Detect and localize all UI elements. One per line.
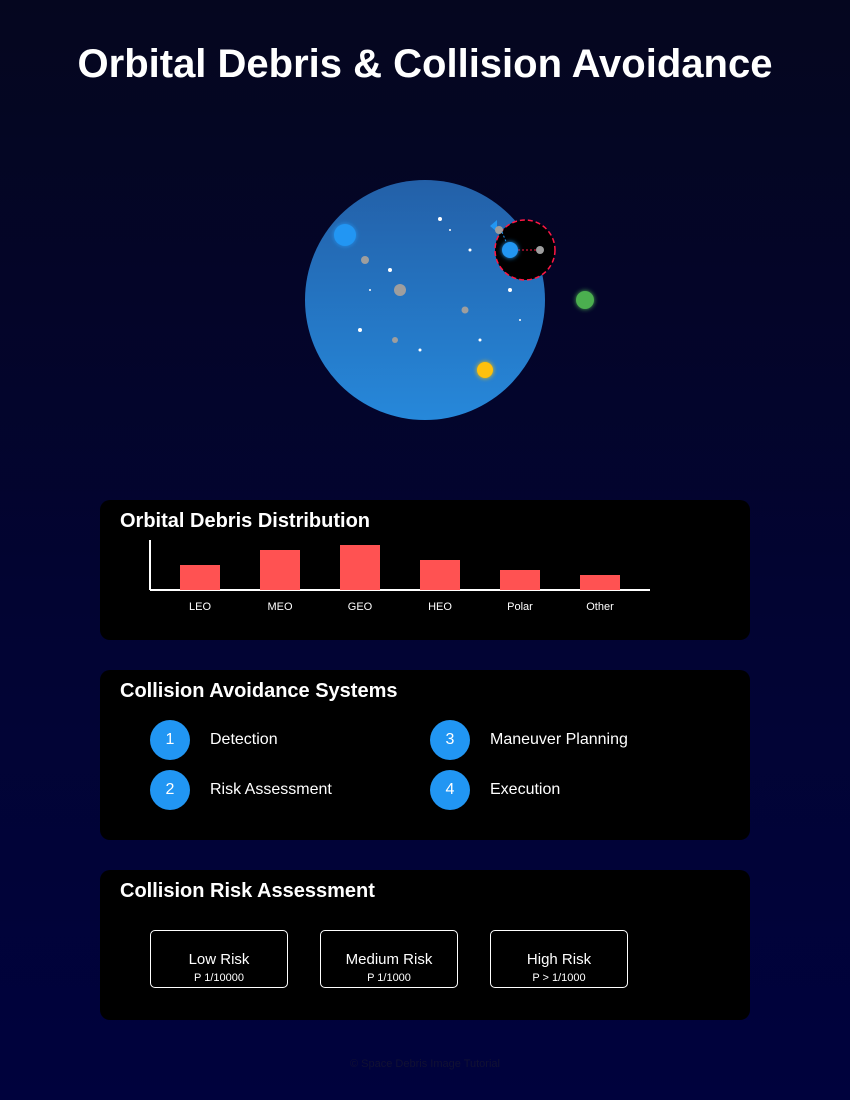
satellite-green <box>576 291 594 309</box>
footer-credit: © Space Debris Image Tutorial <box>350 1058 500 1070</box>
debris-piece <box>449 229 451 231</box>
panel-title: Collision Risk Assessment <box>120 880 375 902</box>
risk-level-high: High Risk P > 1/1000 <box>490 930 628 988</box>
debris-piece <box>418 348 422 352</box>
debris-field <box>358 217 521 352</box>
panel-title: Orbital Debris Distribution <box>120 510 371 532</box>
step-number: 2 <box>150 770 190 810</box>
step-label: Detection <box>210 731 278 748</box>
bar-geo <box>340 545 380 590</box>
risk-label: Low Risk <box>188 951 250 968</box>
x-tick-label: LEO <box>189 601 211 613</box>
debris-piece <box>519 319 521 321</box>
step-detection: 1 Detection <box>150 720 278 760</box>
satellite-at-risk <box>502 242 518 258</box>
incoming-debris <box>536 246 544 254</box>
debris-piece <box>369 289 371 291</box>
earth-globe <box>305 180 545 420</box>
x-tick-label: MEO <box>267 601 293 613</box>
bar-polar <box>500 570 540 590</box>
x-tick-label: Other <box>586 601 614 613</box>
debris-distribution-chart: LEO MEO GEO HEO Polar Other <box>149 540 650 613</box>
step-label: Execution <box>490 781 561 798</box>
step-maneuver-planning: 3 Maneuver Planning <box>430 720 628 760</box>
debris-piece <box>361 256 369 264</box>
debris-piece <box>478 338 482 342</box>
step-number: 4 <box>430 770 470 810</box>
collision-risk-panel: Collision Risk Assessment Low Risk P 1/1… <box>100 870 750 1020</box>
x-tick-label: HEO <box>428 601 452 613</box>
satellite-blue <box>334 224 356 246</box>
step-risk-assessment: 2 Risk Assessment <box>150 770 332 810</box>
x-tick-label: Polar <box>507 601 533 613</box>
page-title: Orbital Debris & Collision Avoidance <box>77 42 773 86</box>
panel-title: Collision Avoidance Systems <box>120 680 398 702</box>
debris-piece <box>468 248 472 252</box>
collision-avoidance-panel: Collision Avoidance Systems 1 Detection … <box>100 670 750 840</box>
step-number: 3 <box>430 720 470 760</box>
debris-piece <box>461 306 469 314</box>
step-label: Risk Assessment <box>210 781 332 798</box>
risk-level-low: Low Risk P 1/10000 <box>150 930 288 988</box>
collision-danger-zone <box>490 219 556 281</box>
step-execution: 4 Execution <box>430 770 560 810</box>
risk-probability: P 1/1000 <box>367 972 411 984</box>
risk-label: Medium Risk <box>345 951 433 968</box>
debris-piece <box>438 217 442 221</box>
debris-piece <box>394 284 406 296</box>
bar-meo <box>260 550 300 590</box>
bar-heo <box>420 560 460 590</box>
risk-level-medium: Medium Risk P 1/1000 <box>320 930 458 988</box>
debris-piece <box>392 337 398 343</box>
x-tick-label: GEO <box>348 601 373 613</box>
risk-label: High Risk <box>526 951 592 968</box>
step-number: 1 <box>150 720 190 760</box>
debris-piece <box>508 288 512 292</box>
risk-probability: P > 1/1000 <box>532 972 586 984</box>
debris-piece <box>388 268 392 272</box>
bar-other <box>580 575 620 590</box>
debris-piece <box>358 328 362 332</box>
debris-distribution-panel: Orbital Debris Distribution LEO MEO GEO HEO… <box>100 500 750 640</box>
earth-orbit-illustration <box>305 180 594 420</box>
step-label: Maneuver Planning <box>490 731 628 748</box>
risk-probability: P 1/10000 <box>194 972 244 984</box>
satellite-yellow <box>477 362 493 378</box>
bar-leo <box>180 565 220 590</box>
